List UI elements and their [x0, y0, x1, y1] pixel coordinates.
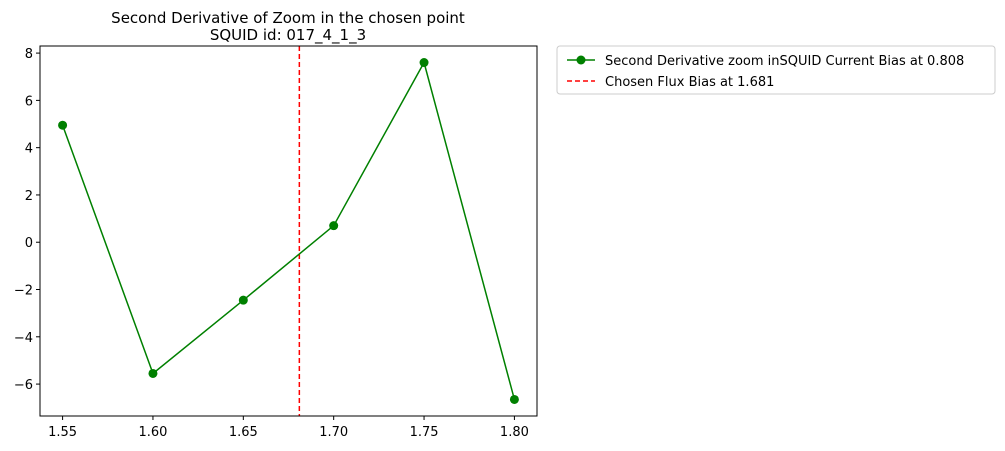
data-point [238, 295, 248, 305]
x-axis: 1.55 1.60 1.65 1.70 1.75 1.80 [48, 416, 529, 440]
legend-series-swatch-marker [576, 55, 586, 65]
series-line [61, 60, 516, 400]
x-tick-label: 1.70 [319, 425, 348, 440]
y-tick-label: 2 [25, 189, 33, 204]
chart-title: Second Derivative of Zoom in the chosen … [111, 9, 465, 27]
x-tick-label: 1.65 [229, 425, 258, 440]
y-tick-label: 0 [25, 236, 33, 251]
data-point [329, 221, 339, 231]
x-tick-label: 1.75 [410, 425, 439, 440]
y-axis: −6 −4 −2 0 2 4 6 8 [14, 47, 40, 393]
legend-series-label: Second Derivative zoom inSQUID Current B… [605, 54, 964, 69]
x-tick-label: 1.55 [48, 425, 77, 440]
data-point [148, 368, 158, 378]
y-tick-label: 8 [25, 47, 33, 62]
data-point [509, 394, 519, 404]
data-point [58, 120, 68, 130]
y-tick-label: −6 [14, 378, 33, 393]
series-lines [61, 60, 516, 400]
chart-subtitle: SQUID id: 017_4_1_3 [210, 26, 366, 45]
y-tick-label: −2 [14, 284, 33, 299]
y-tick-label: 6 [25, 94, 33, 109]
x-tick-label: 1.80 [500, 425, 529, 440]
series-points [58, 58, 519, 404]
legend-box [556, 45, 996, 95]
legend-vline-label: Chosen Flux Bias at 1.681 [605, 75, 774, 90]
y-tick-label: 4 [25, 142, 33, 157]
x-tick-label: 1.60 [138, 425, 167, 440]
plot-area [40, 46, 537, 416]
y-tick-label: −4 [14, 331, 33, 346]
data-point [419, 58, 429, 68]
legend: Second Derivative zoom inSQUID Current B… [556, 45, 996, 95]
plot-frame [39, 45, 538, 417]
